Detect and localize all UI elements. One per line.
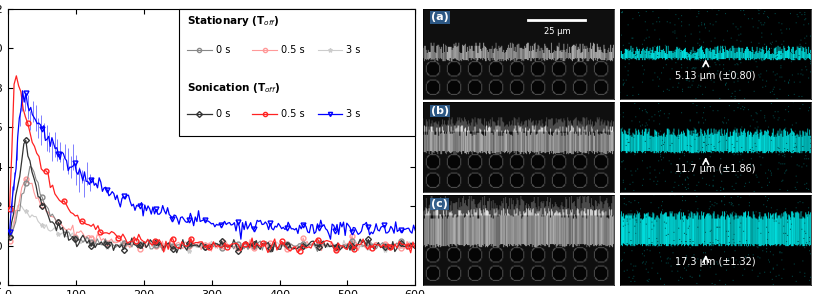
Text: 0 s: 0 s bbox=[215, 109, 230, 119]
Text: 3 s: 3 s bbox=[346, 109, 360, 119]
Text: (a): (a) bbox=[431, 12, 449, 22]
Text: 0.5 s: 0.5 s bbox=[281, 45, 305, 55]
Text: 25 μm: 25 μm bbox=[544, 27, 570, 36]
Text: 0 s: 0 s bbox=[215, 109, 230, 119]
Text: Stationary (T$_{off}$): Stationary (T$_{off}$) bbox=[188, 14, 280, 28]
Text: (c): (c) bbox=[431, 199, 448, 209]
Text: 17.3 μm (±1.32): 17.3 μm (±1.32) bbox=[675, 257, 756, 267]
Text: 0.5 s: 0.5 s bbox=[281, 45, 305, 55]
Text: 0 s: 0 s bbox=[215, 45, 230, 55]
Text: 3 s: 3 s bbox=[346, 45, 360, 55]
Text: 0 s: 0 s bbox=[215, 45, 230, 55]
Text: Stationary (T$_{off}$): Stationary (T$_{off}$) bbox=[188, 14, 280, 28]
Text: 3 s: 3 s bbox=[346, 45, 360, 55]
FancyBboxPatch shape bbox=[179, 9, 415, 136]
Text: 11.7 μm (±1.86): 11.7 μm (±1.86) bbox=[675, 164, 756, 174]
Text: 0.5 s: 0.5 s bbox=[281, 109, 305, 119]
Text: Sonication (T$_{off}$): Sonication (T$_{off}$) bbox=[188, 81, 280, 95]
Text: Sonication (T$_{off}$): Sonication (T$_{off}$) bbox=[188, 81, 280, 95]
Text: 5.13 μm (±0.80): 5.13 μm (±0.80) bbox=[675, 71, 756, 81]
Text: (b): (b) bbox=[431, 106, 449, 116]
Text: 0.5 s: 0.5 s bbox=[281, 109, 305, 119]
Text: 3 s: 3 s bbox=[346, 109, 360, 119]
